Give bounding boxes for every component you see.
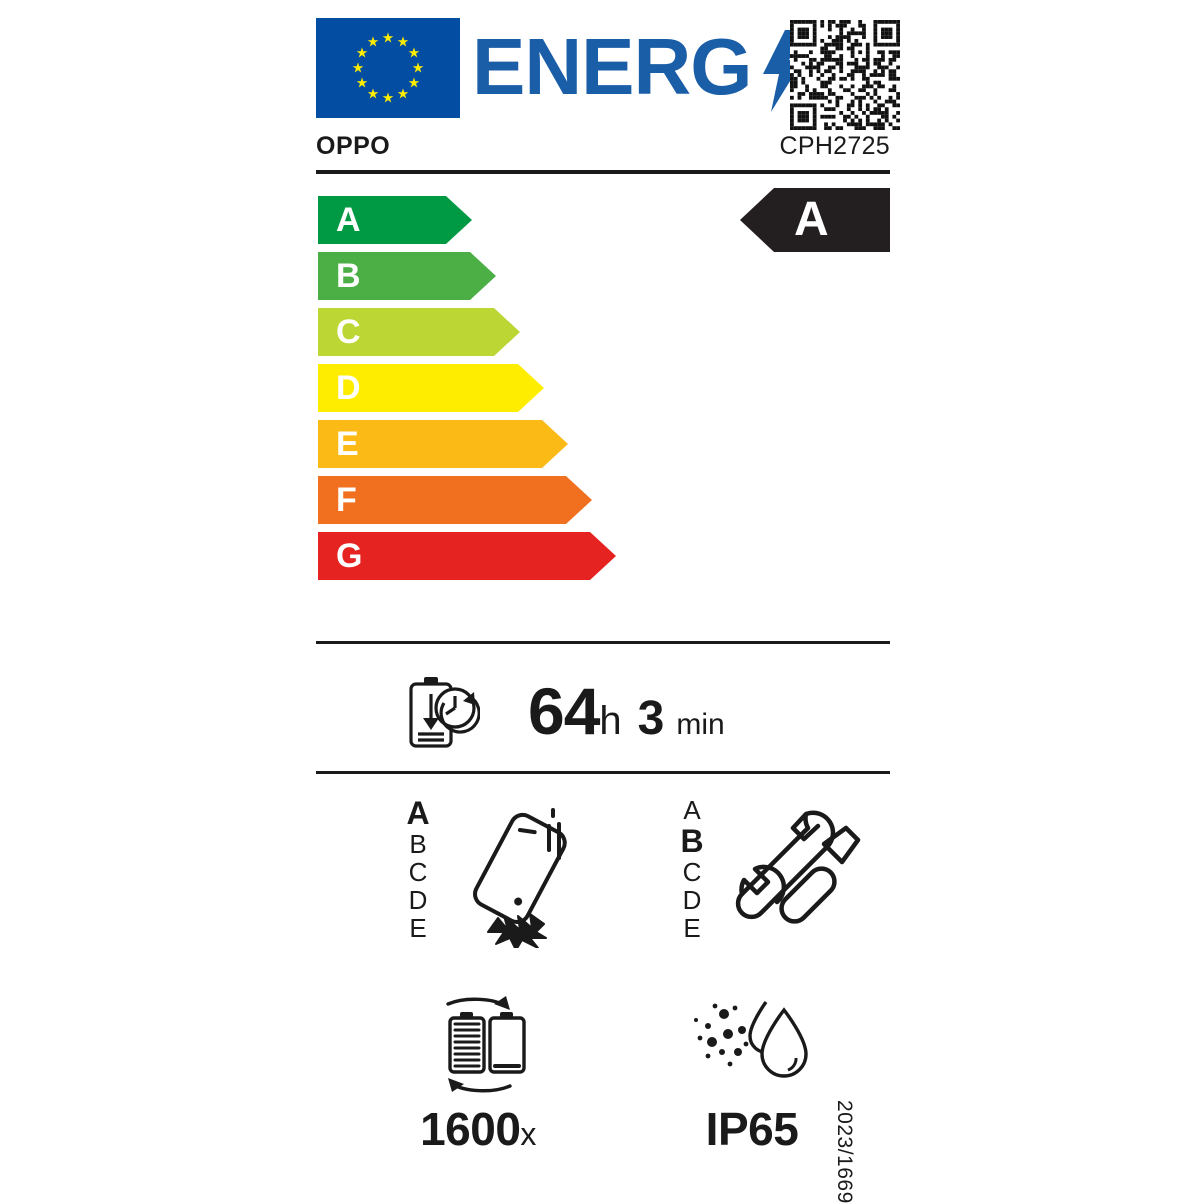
bar-tip <box>470 252 496 300</box>
energy-class-bar-d: D <box>318 364 638 412</box>
european-union-flag <box>316 18 460 118</box>
bar-letter: D <box>336 369 361 407</box>
repairability-class-e: E <box>683 913 701 943</box>
energy-class-bar-e: E <box>318 420 638 468</box>
battery-life-hours-unit: h <box>599 699 622 743</box>
rating-arrow-point <box>740 188 774 252</box>
battery-cycles-icon <box>414 990 544 1098</box>
drop-resistance-class-d: D <box>408 885 428 915</box>
divider-above-battery-life <box>316 641 890 644</box>
dust-water-icon <box>688 990 818 1098</box>
bar-body <box>318 308 494 356</box>
energy-wordmark: ENERG <box>472 22 752 111</box>
drop-resistance-class-a: A <box>406 795 430 831</box>
battery-life-row: 64h 3 min <box>316 662 890 762</box>
repairability-class-b: B <box>680 823 704 859</box>
drop-resistance-class-c: C <box>408 857 428 887</box>
battery-life-readout: 64h 3 min <box>528 666 725 756</box>
bar-body <box>318 364 518 412</box>
energy-class-bar-f: F <box>318 476 638 524</box>
brand-name: OPPO <box>316 132 391 160</box>
battery-life-minutes: 3 <box>637 692 665 745</box>
bar-body <box>318 532 590 580</box>
energy-class-bar-a: A <box>318 196 638 244</box>
energy-class-bar-g: G <box>318 532 638 580</box>
battery-time-icon <box>402 672 481 752</box>
bar-tip <box>566 476 592 524</box>
energy-class-bar-c: C <box>318 308 638 356</box>
battery-life-hours: 64 <box>528 674 600 748</box>
drop-resistance-class-e: E <box>409 913 427 943</box>
battery-cycles-caption: 1600x <box>378 1102 578 1156</box>
label-header: ENERG <box>316 18 900 130</box>
regulation-reference: 2023/1669 <box>833 1100 856 1204</box>
bar-letter: C <box>336 313 361 351</box>
wrench-screwdriver-icon <box>720 798 870 948</box>
battery-cycles-value: 1600 <box>420 1103 521 1155</box>
bar-letter: G <box>336 537 363 575</box>
bar-body <box>318 476 566 524</box>
drop-resistance-class-b: B <box>409 829 427 859</box>
divider-above-metrics <box>316 771 890 774</box>
bar-body <box>318 252 470 300</box>
lightning-bolt-icon <box>759 30 805 112</box>
qr-code <box>790 20 900 130</box>
metric-ingress-protection: IP65 <box>652 990 922 1180</box>
bar-tip <box>542 420 568 468</box>
bar-tip <box>494 308 520 356</box>
rating-letter: A <box>794 193 829 246</box>
bar-letter: B <box>336 257 361 295</box>
phone-drop-icon <box>446 798 596 948</box>
metric-battery-cycles: 1600x <box>378 990 648 1180</box>
bar-tip <box>446 196 472 244</box>
repairability-class-a: A <box>683 795 701 825</box>
bar-body <box>318 196 446 244</box>
repairability-class-d: D <box>682 885 702 915</box>
energy-rating-badge: A <box>740 188 890 252</box>
model-name: CPH2725 <box>779 132 890 160</box>
bar-letter: F <box>336 481 357 519</box>
ip-rating-caption: IP65 <box>705 1103 799 1155</box>
header-divider <box>316 170 890 174</box>
energy-class-bar-b: B <box>318 252 638 300</box>
repairability-class-c: C <box>682 857 702 887</box>
battery-life-minutes-unit: min <box>676 708 725 741</box>
bar-body <box>318 420 542 468</box>
bar-tip <box>518 364 544 412</box>
bar-letter: A <box>336 201 361 239</box>
bar-tip <box>590 532 616 580</box>
brand-row: OPPO CPH2725 <box>316 132 890 168</box>
battery-cycles-suffix: x <box>520 1116 536 1152</box>
rating-arrow-body <box>774 188 890 252</box>
bar-letter: E <box>336 425 359 463</box>
